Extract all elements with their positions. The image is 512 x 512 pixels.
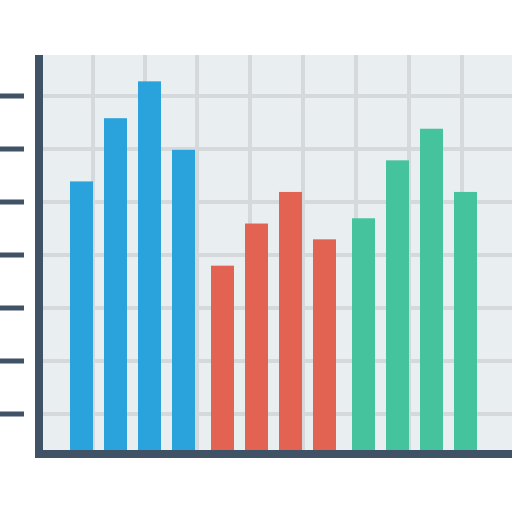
bar: [70, 181, 93, 450]
axes: [0, 55, 512, 458]
bar: [211, 265, 234, 450]
y-axis-tick: [0, 93, 24, 99]
bar: [313, 239, 336, 450]
bar: [454, 191, 477, 450]
y-axis-tick: [0, 199, 24, 205]
bar: [386, 160, 409, 451]
y-axis-tick: [0, 358, 24, 364]
y-axis-tick: [0, 305, 24, 311]
y-axis-line: [35, 55, 43, 458]
bar: [138, 81, 161, 450]
bar: [279, 191, 302, 450]
bar: [420, 128, 443, 450]
bars: [70, 81, 477, 451]
bar: [352, 218, 375, 450]
y-axis-tick: [0, 411, 24, 417]
bar: [245, 223, 268, 450]
y-axis-tick: [0, 146, 24, 152]
x-axis-line: [35, 450, 512, 458]
bar: [172, 149, 195, 451]
bar: [104, 118, 127, 450]
y-axis-tick: [0, 252, 24, 258]
